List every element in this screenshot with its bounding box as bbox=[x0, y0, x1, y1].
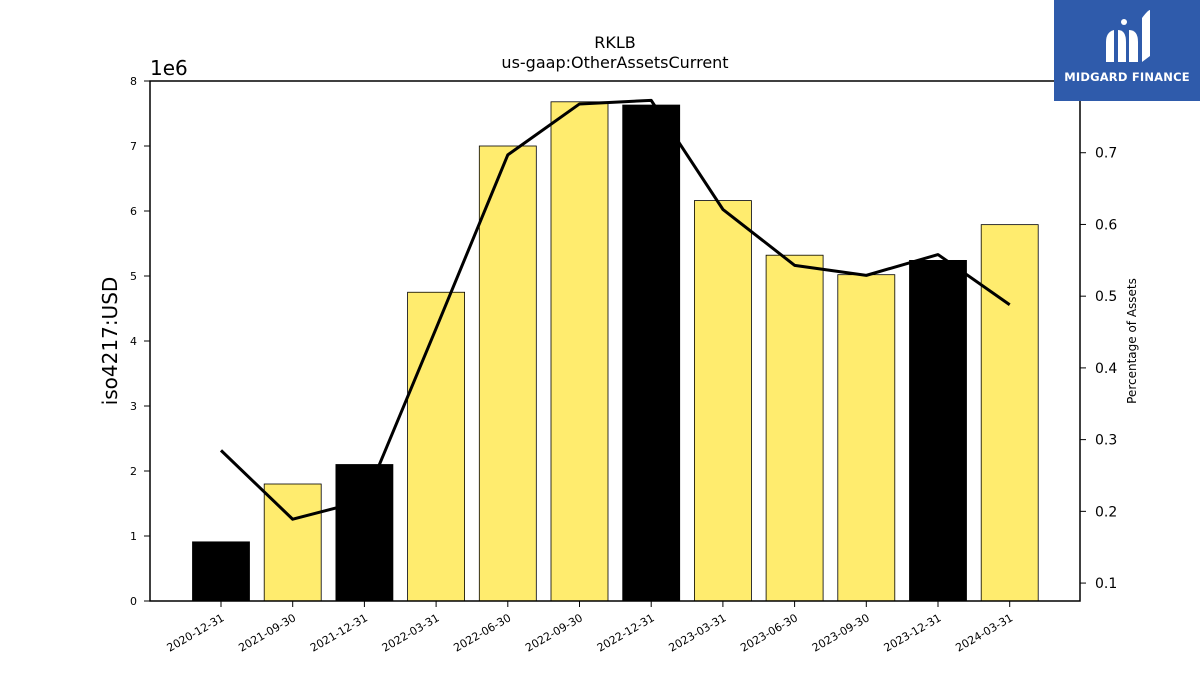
bar bbox=[407, 291, 466, 602]
y2-axis-label: Percentage of Assets bbox=[1125, 278, 1139, 404]
y-tick-label: 0 bbox=[130, 595, 137, 608]
brand-logo-text: MIDGARD FINANCE bbox=[1064, 70, 1190, 84]
x-tick-label: 2023-12-31 bbox=[882, 611, 944, 654]
y-ticks-group: 0 1 2 3 4 5 6 7 8 bbox=[130, 75, 150, 608]
y-tick-label: 3 bbox=[130, 400, 137, 413]
x-tick-label: 2023-06-30 bbox=[738, 611, 800, 654]
x-tick-label: 2023-03-31 bbox=[667, 611, 729, 654]
y-tick-label: 2 bbox=[130, 465, 137, 478]
bar bbox=[550, 101, 609, 602]
y-tick-label: 6 bbox=[130, 205, 137, 218]
x-tick-label: 2021-09-30 bbox=[236, 611, 298, 654]
y2-tick-label: 0.5 bbox=[1095, 289, 1117, 305]
y2-tick-label: 0.7 bbox=[1095, 146, 1117, 162]
y-tick-label: 7 bbox=[130, 140, 137, 153]
y2-tick-label: 0.4 bbox=[1095, 361, 1117, 377]
x-tick-label: 2024-03-31 bbox=[953, 611, 1015, 654]
bars-group bbox=[192, 101, 1039, 602]
x-tick-label: 2022-03-31 bbox=[380, 611, 442, 654]
x-tick-label: 2022-09-30 bbox=[523, 611, 585, 654]
bar bbox=[694, 200, 752, 602]
x-tick-label: 2020-12-31 bbox=[165, 611, 227, 654]
bar bbox=[478, 145, 537, 602]
chart-subtitle: us-gaap:OtherAssetsCurrent bbox=[501, 53, 728, 72]
y2-tick-label: 0.1 bbox=[1095, 576, 1117, 592]
y2-tick-label: 0.3 bbox=[1095, 433, 1117, 449]
chart-title: RKLB bbox=[594, 33, 636, 52]
y-tick-label: 8 bbox=[130, 75, 137, 88]
midgard-logo-icon bbox=[1106, 10, 1150, 62]
brand-logo: MIDGARD FINANCE bbox=[1054, 0, 1200, 101]
bar bbox=[909, 259, 967, 602]
bar bbox=[335, 464, 394, 602]
x-tick-label: 2023-09-30 bbox=[810, 611, 872, 654]
bar bbox=[980, 224, 1039, 602]
y2-tick-label: 0.2 bbox=[1095, 504, 1117, 520]
x-ticks-group: 2020-12-31 2021-09-30 2021-12-31 2022-03-31… bbox=[165, 601, 1015, 655]
x-tick-label: 2022-12-31 bbox=[595, 611, 657, 654]
y-tick-label: 1 bbox=[130, 530, 137, 543]
x-tick-label: 2021-12-31 bbox=[308, 611, 370, 654]
percentage-line-group bbox=[219, 98, 1011, 521]
y-tick-label: 5 bbox=[130, 270, 137, 283]
bar bbox=[192, 541, 250, 602]
y-axis-offset-label: 1e6 bbox=[150, 56, 188, 80]
y-tick-label: 4 bbox=[130, 335, 137, 348]
bar bbox=[837, 274, 896, 602]
bar bbox=[765, 254, 824, 602]
percentage-line bbox=[219, 98, 1011, 521]
y-axis-label: iso4217:USD bbox=[98, 277, 122, 406]
y2-ticks-group: 0.1 0.2 0.3 0.4 0.5 0.6 0.7 bbox=[1080, 146, 1117, 592]
bar bbox=[263, 483, 322, 602]
x-tick-label: 2022-06-30 bbox=[451, 611, 513, 654]
y2-tick-label: 0.6 bbox=[1095, 217, 1117, 233]
bar bbox=[622, 104, 681, 602]
